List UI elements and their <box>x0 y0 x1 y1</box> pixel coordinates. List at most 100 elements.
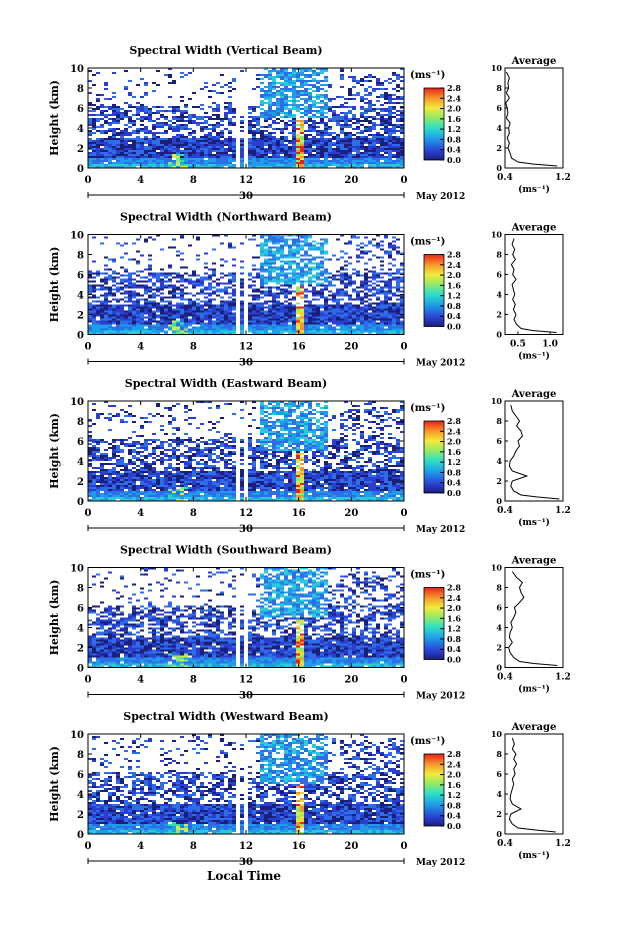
heatmap-cell <box>112 318 116 321</box>
heatmap-cell <box>392 126 396 128</box>
heatmap-cell <box>300 322 304 325</box>
heatmap-cell <box>308 130 312 132</box>
heatmap-cell <box>248 164 252 166</box>
heatmap-cell <box>216 304 220 307</box>
heatmap-cell <box>148 286 152 289</box>
colorbar-unit: (ms⁻¹) <box>410 237 445 248</box>
heatmap-cell <box>336 294 340 297</box>
heatmap-cell <box>212 312 216 315</box>
heatmap-cell <box>360 124 364 126</box>
heatmap-cell <box>216 114 220 116</box>
heatmap-cell <box>296 250 300 253</box>
heatmap-cell <box>180 288 184 291</box>
heatmap-cell <box>368 302 372 305</box>
heatmap-cell <box>304 322 308 325</box>
heatmap-cell <box>348 106 352 108</box>
heatmap-cell <box>200 164 204 166</box>
heatmap-cell <box>276 164 280 166</box>
heatmap-cell <box>156 403 160 405</box>
heatmap-cell <box>252 298 256 301</box>
heatmap-cell <box>124 110 128 112</box>
heatmap-cell <box>144 417 148 419</box>
heatmap-cell <box>268 308 272 311</box>
heatmap-cell <box>128 324 132 327</box>
heatmap-cell <box>380 244 384 247</box>
heatmap-cell <box>312 166 316 168</box>
heatmap-cell <box>296 160 300 162</box>
heatmap-cell <box>160 284 164 287</box>
heatmap-cell <box>264 320 268 323</box>
heatmap-cell <box>316 274 320 277</box>
heatmap-cell <box>352 154 356 156</box>
heatmap-cell <box>200 278 204 281</box>
heatmap-cell <box>248 156 252 158</box>
heatmap-cell <box>132 162 136 164</box>
heatmap-cell <box>144 130 148 132</box>
heatmap-cell <box>348 322 352 325</box>
heatmap-cell <box>292 278 296 281</box>
heatmap-cell <box>320 112 324 114</box>
heatmap-cell <box>164 320 168 323</box>
heatmap-cell <box>188 320 192 323</box>
heatmap-cell <box>136 310 140 313</box>
heatmap-cell <box>280 268 284 271</box>
heatmap-cell <box>356 419 360 421</box>
heatmap-cell <box>372 108 376 110</box>
heatmap-cell <box>184 322 188 325</box>
heatmap-cell <box>164 272 168 275</box>
heatmap-cell <box>208 148 212 150</box>
heatmap-cell <box>196 312 200 315</box>
heatmap-cell <box>176 160 180 162</box>
heatmap-cell <box>108 292 112 295</box>
heatmap-cell <box>180 304 184 307</box>
heatmap-cell <box>328 312 332 315</box>
heatmap-cell <box>168 156 172 158</box>
heatmap-cell <box>228 302 232 305</box>
heatmap-cell <box>372 144 376 146</box>
heatmap-cell <box>312 326 316 329</box>
heatmap-cell <box>324 278 328 281</box>
colorbar-tick-label: 0.4 <box>447 145 461 155</box>
heatmap-cell <box>272 236 276 239</box>
heatmap-cell <box>276 234 280 237</box>
average-profile-line <box>505 71 558 167</box>
heatmap-cell <box>276 102 280 104</box>
heatmap-cell <box>240 152 244 154</box>
heatmap-cell <box>324 306 328 309</box>
heatmap-cell <box>172 332 176 335</box>
heatmap-cell <box>252 304 256 307</box>
heatmap-cell <box>396 120 400 122</box>
heatmap-cell <box>228 246 232 249</box>
heatmap-cell <box>212 332 216 335</box>
heatmap-cell <box>276 162 280 164</box>
heatmap-cell <box>256 152 260 154</box>
heatmap-cell <box>216 122 220 124</box>
heatmap-cell <box>324 108 328 110</box>
heatmap-cell <box>232 246 236 249</box>
heatmap-cell <box>356 160 360 162</box>
heatmap-cell <box>264 136 268 138</box>
heatmap-cell <box>148 166 152 168</box>
heatmap-cell <box>256 140 260 142</box>
heatmap-cell <box>124 278 128 281</box>
heatmap-cell <box>232 314 236 317</box>
heatmap-cell <box>276 74 280 76</box>
heatmap-cell <box>344 324 348 327</box>
heatmap-cell <box>364 102 368 104</box>
heatmap-cell <box>396 306 400 309</box>
heatmap-cell <box>148 322 152 325</box>
heatmap-cell <box>148 150 152 152</box>
heatmap-cell <box>124 70 128 72</box>
heatmap-cell <box>372 286 376 289</box>
heatmap-cell <box>172 417 176 419</box>
heatmap-cell <box>104 82 108 84</box>
heatmap-cell <box>184 154 188 156</box>
heatmap-cell <box>184 280 188 283</box>
heatmap-cell <box>308 314 312 317</box>
heatmap-cell <box>276 332 280 335</box>
heatmap-cell <box>144 106 148 108</box>
heatmap-cell <box>340 152 344 154</box>
heatmap-cell <box>276 316 280 319</box>
heatmap-cell <box>296 268 300 271</box>
heatmap-cell <box>152 314 156 317</box>
